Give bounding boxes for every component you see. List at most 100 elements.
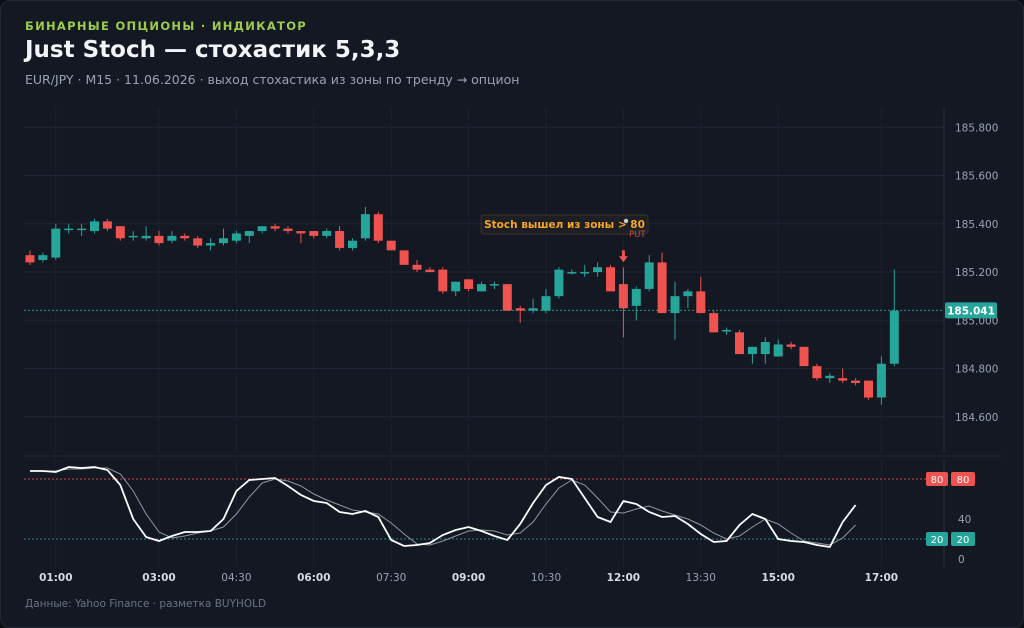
candle [270, 223, 280, 232]
chart-title: Just Stoch — стохастик 5,3,3 [25, 37, 401, 63]
candle [657, 252, 667, 314]
candle [851, 378, 861, 386]
candle-body [128, 235, 138, 238]
candle [464, 279, 474, 292]
stoch-axis-level-tag [951, 472, 975, 486]
time-axis-tick-label: 15:00 [761, 572, 794, 584]
candle [128, 231, 138, 241]
candle [412, 259, 422, 273]
stoch-level-tag [926, 472, 948, 486]
candle [180, 233, 190, 241]
price-axis-tick-label: 185.800 [955, 122, 998, 134]
candle-body [489, 284, 499, 286]
candle [631, 286, 641, 321]
candle-body [631, 288, 641, 306]
candle [51, 223, 61, 260]
candle-body [451, 281, 461, 292]
candle-body [502, 284, 512, 311]
candle-body [102, 221, 112, 229]
candle [541, 288, 551, 314]
candle [825, 373, 835, 384]
candle [438, 267, 448, 294]
candle [386, 240, 396, 251]
candle-body [593, 267, 603, 273]
candle [193, 235, 203, 248]
candle [399, 250, 409, 265]
candle-body [51, 228, 61, 258]
annotation-box [480, 214, 649, 235]
candle [760, 337, 770, 364]
candle-body [722, 329, 732, 332]
candle-body [554, 269, 564, 297]
candle-body [399, 250, 409, 265]
candle-body [219, 238, 228, 244]
candle-body [670, 296, 680, 314]
put-arrow-icon [618, 250, 628, 263]
stoch-axis-tick-label: 40 [958, 514, 971, 526]
candle-body [567, 272, 577, 274]
candle [502, 284, 512, 311]
candle-body [825, 375, 835, 379]
candle [373, 211, 383, 244]
stoch-axis-tick-label: 0 [958, 554, 965, 566]
candle-body [141, 235, 151, 239]
candle-body [580, 272, 590, 274]
candle [838, 368, 848, 384]
candle-body [270, 226, 280, 229]
candle [786, 342, 796, 350]
candle [747, 346, 757, 364]
candle [580, 264, 590, 277]
candle [244, 231, 254, 244]
candle-body [747, 346, 757, 355]
candle [296, 231, 306, 244]
candle [567, 269, 577, 275]
candle [554, 267, 564, 299]
candle-body [683, 291, 693, 297]
put-signal-label: PUT [629, 230, 646, 240]
time-axis-tick-label: 09:00 [452, 572, 485, 584]
candle-body [696, 291, 706, 314]
candle-body [373, 214, 383, 241]
candle [231, 231, 241, 244]
candle [528, 298, 538, 314]
stoch-level-label: 80 [931, 475, 944, 486]
candle-body [760, 342, 770, 355]
candle-body [657, 262, 667, 314]
candle-body [735, 332, 744, 355]
candle [606, 264, 615, 292]
candle [683, 288, 693, 309]
candle [425, 267, 435, 273]
candle [864, 380, 873, 400]
candle-body [283, 228, 293, 232]
candle-body [851, 380, 861, 384]
candle-body [606, 267, 615, 292]
time-axis-tick-label: 03:00 [142, 572, 175, 584]
candle [102, 218, 112, 232]
last-price-label: 185.041 [947, 305, 995, 317]
time-axis-tick-label: 10:30 [531, 572, 561, 584]
candle-body [25, 255, 35, 263]
candle [709, 310, 719, 333]
candle-body [64, 228, 74, 231]
candle [64, 223, 74, 234]
candle-body [644, 262, 654, 289]
price-axis-tick-label: 184.600 [955, 412, 998, 424]
candle-body [154, 235, 164, 244]
candle [670, 281, 680, 340]
stoch-axis-level-tag [951, 532, 975, 546]
annotation-text: Stoch вышел из зоны > 80 [484, 219, 645, 231]
price-axis-tick-label: 185.600 [955, 171, 998, 183]
candle [115, 226, 125, 241]
candle-body [206, 243, 216, 246]
candle-body [812, 366, 822, 379]
candle-body [786, 344, 796, 347]
candle-body [515, 308, 525, 311]
candle [348, 238, 357, 251]
candle-body [90, 221, 99, 232]
candle [38, 252, 48, 263]
candle [799, 346, 809, 367]
candle-body [257, 226, 267, 232]
time-axis-tick-label: 17:00 [865, 572, 898, 584]
candle [90, 218, 99, 234]
